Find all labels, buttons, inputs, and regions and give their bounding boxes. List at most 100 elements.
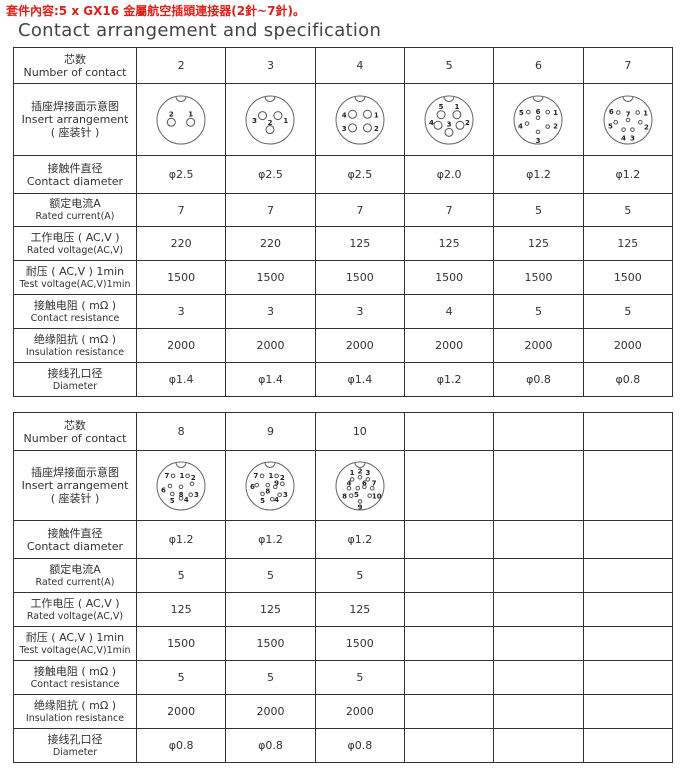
cell-diameter: φ1.4 xyxy=(225,362,316,397)
label-en: Insulation resistance xyxy=(25,346,125,358)
cell-test_voltage xyxy=(403,626,495,661)
pin-label: 3 xyxy=(630,134,635,142)
cell-diameter: φ0.8 xyxy=(493,362,584,397)
cell-diameter xyxy=(582,728,674,763)
cell-rated_voltage: 125 xyxy=(493,226,584,261)
cell-contact_diameter: φ1.2 xyxy=(225,520,316,559)
cell-diameter xyxy=(493,728,584,763)
pin-5 xyxy=(355,485,360,491)
label-cn: 工作电压 ( AC,V ) xyxy=(30,596,120,610)
cell-rated_current: 5 xyxy=(135,558,227,593)
label-cn: 耐压 ( AC,V ) 1min xyxy=(25,264,125,278)
pin-5 xyxy=(170,491,175,496)
cell-rated_current: 5 xyxy=(493,193,584,227)
cell-contact_resistance: 3 xyxy=(225,294,316,329)
cell-contacts: 3 xyxy=(225,47,316,84)
pin-3 xyxy=(188,492,194,497)
pin-label: 4 xyxy=(518,122,523,130)
label-cn: 工作电压 ( AC,V ) xyxy=(30,230,120,244)
pin-label: 6 xyxy=(250,483,255,491)
label-en: Rated current(A) xyxy=(35,211,115,222)
cell-diameter: φ0.8 xyxy=(225,728,316,763)
cell-rated_current xyxy=(403,558,495,593)
pin-label: 4 xyxy=(429,119,434,127)
cell-insert: 1 2 3 4 5 6 7 8 9 10 xyxy=(314,450,405,521)
row-label-diameter: 接线孔口径 Diameter xyxy=(13,362,137,397)
row-insulation_resistance: 绝缘阻抗 ( mΩ ) Insulation resistance 2000 2000… xyxy=(13,694,674,729)
cell-contacts: 7 xyxy=(582,47,674,84)
pin-4 xyxy=(433,120,443,130)
pin-label: 6 xyxy=(161,486,166,494)
pin-7 xyxy=(170,473,176,478)
pin-1 xyxy=(349,476,355,482)
row-label-contact_diameter: 接触件直径 Contact diameter xyxy=(13,155,137,194)
row-label-rated_current: 额定电流A Rated current(A) xyxy=(13,193,137,227)
cell-insulation_resistance: 2000 xyxy=(403,328,495,363)
pin-1 xyxy=(185,473,191,478)
connector-diagram-6: 1 2 3 4 5 6 xyxy=(513,95,563,144)
label-en: Rated voltage(AC,V) xyxy=(26,244,124,256)
pin-label: 2 xyxy=(554,122,559,130)
row-label-test_voltage: 耐压 ( AC,V ) 1min Test voltage(AC,V)1min xyxy=(13,626,137,661)
cell-insert: 1 2 3 4 5 xyxy=(403,83,495,156)
row-test_voltage: 耐压 ( AC,V ) 1min Test voltage(AC,V)1min 15… xyxy=(13,260,674,295)
row-label-insert: 插座焊接面示意图 Insert arrangement( 座装针 ) xyxy=(13,450,137,521)
pin-label: 3 xyxy=(253,117,258,125)
pin-6 xyxy=(536,115,541,120)
cell-contact_diameter: φ2.5 xyxy=(314,155,405,194)
row-insulation_resistance: 绝缘阻抗 ( mΩ ) Insulation resistance 2000 2000… xyxy=(13,328,674,363)
cell-test_voltage: 1500 xyxy=(225,260,316,295)
label-en: Test voltage(AC,V)1min xyxy=(19,644,131,656)
cell-contacts: 8 xyxy=(135,412,227,451)
pin-2 xyxy=(189,481,195,486)
pin-3 xyxy=(347,122,357,132)
pin-label: 2 xyxy=(644,123,649,131)
label-cn2: ( 座装针 ) xyxy=(50,126,100,139)
cell-rated_current xyxy=(582,558,674,593)
pin-6 xyxy=(167,483,173,488)
pin-label: 1 xyxy=(188,110,193,118)
cell-diameter: φ1.2 xyxy=(403,362,495,397)
cell-contact_resistance xyxy=(403,660,495,695)
row-label-test_voltage: 耐压 ( AC,V ) 1min Test voltage(AC,V)1min xyxy=(13,260,137,295)
cell-insulation_resistance xyxy=(582,694,674,729)
cell-diameter: φ0.8 xyxy=(582,362,674,397)
label-cn: 接触电阻 ( mΩ ) xyxy=(33,298,117,312)
pin-3 xyxy=(629,126,635,132)
cell-contacts: 5 xyxy=(403,47,495,84)
pin-label: 1 xyxy=(284,117,289,125)
label-en: Rated voltage(AC,V) xyxy=(26,610,124,622)
pin-8 xyxy=(265,482,271,487)
pin-6 xyxy=(615,109,621,115)
cell-contact_diameter: φ1.2 xyxy=(314,520,405,559)
cell-contacts: 4 xyxy=(314,47,405,84)
pin-label: 3 xyxy=(447,120,452,128)
row-rated_voltage: 工作电压 ( AC,V ) Rated voltage(AC,V) 125 125 12… xyxy=(13,592,674,627)
pin-2 xyxy=(280,481,286,486)
pin-10 xyxy=(367,492,372,498)
pin-label: 2 xyxy=(465,119,470,127)
cell-rated_current: 7 xyxy=(135,193,227,227)
pin-label: 5 xyxy=(354,490,359,498)
cell-test_voltage xyxy=(493,626,584,661)
pin-label: 7 xyxy=(371,479,376,487)
cell-insulation_resistance xyxy=(493,694,584,729)
row-label-contacts: 芯数 Number of contact xyxy=(13,412,137,451)
row-label-insert: 插座焊接面示意图 Insert arrangement( 座装针 ) xyxy=(13,83,137,156)
pin-label: 8 xyxy=(266,487,271,495)
pin-5 xyxy=(613,119,618,125)
cell-insulation_resistance: 2000 xyxy=(225,328,316,363)
label-en: Number of contact xyxy=(23,65,127,79)
pin-label: 3 xyxy=(342,124,347,132)
row-rated_voltage: 工作电压 ( AC,V ) Rated voltage(AC,V) 220 220 12… xyxy=(13,226,674,261)
cell-insert xyxy=(582,450,674,521)
cell-contacts: 2 xyxy=(135,47,227,84)
label-cn: 插座焊接面示意图 xyxy=(31,100,119,113)
pin-3 xyxy=(365,476,371,482)
label-cn: 接线孔口径 xyxy=(47,732,103,746)
pin-label: 4 xyxy=(621,134,626,142)
pin-label: 9 xyxy=(275,479,280,487)
connector-diagram-7: 1 2 345 6 7 xyxy=(603,95,653,144)
pin-7 xyxy=(260,473,265,478)
cell-rated_voltage: 125 xyxy=(403,226,495,261)
